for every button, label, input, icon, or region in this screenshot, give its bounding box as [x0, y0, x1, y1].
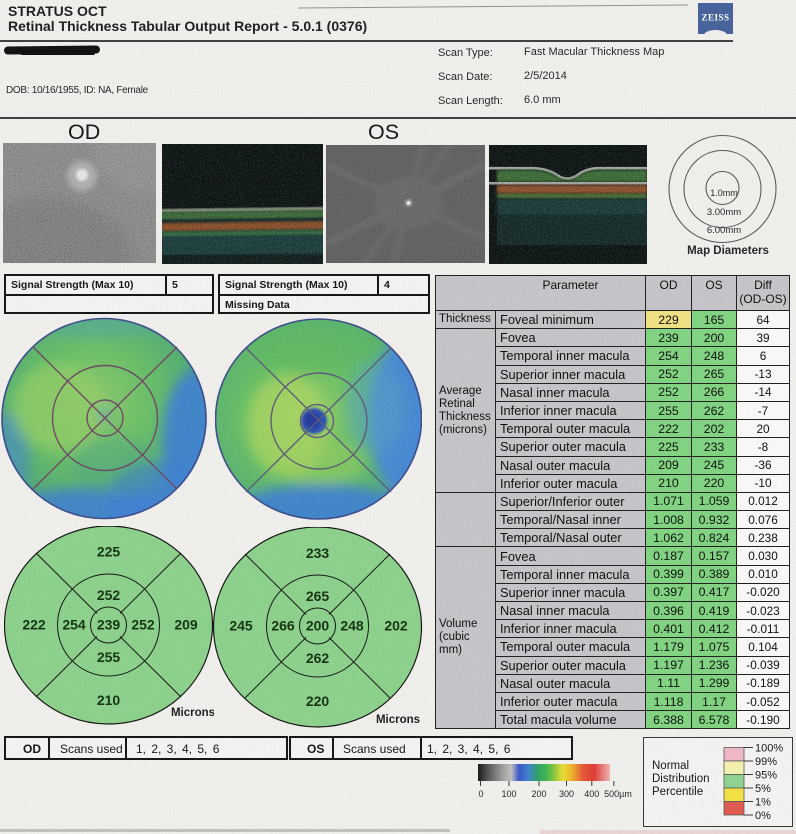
- svg-text:248: 248: [340, 618, 364, 634]
- svg-text:6.00mm: 6.00mm: [707, 225, 741, 236]
- svg-text:400: 400: [584, 789, 599, 799]
- svg-text:5%: 5%: [755, 783, 771, 795]
- svg-text:222: 222: [22, 617, 46, 633]
- svg-text:254: 254: [62, 617, 86, 633]
- svg-text:0: 0: [478, 789, 483, 799]
- svg-text:209: 209: [174, 617, 198, 633]
- svg-text:266: 266: [271, 618, 295, 634]
- svg-text:202: 202: [384, 618, 408, 634]
- svg-text:1%: 1%: [755, 797, 771, 809]
- svg-text:95%: 95%: [755, 770, 777, 782]
- svg-text:100: 100: [501, 789, 516, 799]
- svg-text:255: 255: [97, 649, 121, 665]
- svg-text:220: 220: [306, 693, 330, 709]
- svg-text:0%: 0%: [755, 810, 771, 822]
- svg-text:225: 225: [97, 544, 121, 560]
- svg-text:252: 252: [131, 617, 155, 633]
- svg-text:ZEISS: ZEISS: [701, 13, 729, 23]
- svg-text:100%: 100%: [755, 743, 783, 755]
- svg-text:239: 239: [97, 617, 121, 633]
- svg-text:252: 252: [97, 587, 121, 603]
- svg-text:245: 245: [229, 618, 253, 634]
- svg-text:Map Diameters: Map Diameters: [687, 245, 769, 257]
- svg-text:Microns: Microns: [376, 714, 420, 726]
- svg-text:233: 233: [306, 545, 330, 561]
- svg-text:262: 262: [306, 650, 330, 666]
- svg-text:265: 265: [306, 588, 330, 604]
- svg-text:3.00mm: 3.00mm: [707, 207, 741, 218]
- svg-text:Microns: Microns: [171, 707, 214, 719]
- svg-text:99%: 99%: [755, 756, 777, 768]
- svg-text:200: 200: [531, 789, 546, 799]
- svg-text:200: 200: [306, 618, 330, 634]
- svg-text:210: 210: [97, 692, 121, 708]
- svg-text:300: 300: [559, 789, 574, 799]
- svg-text:1.0mm: 1.0mm: [710, 188, 738, 198]
- svg-text:500µm: 500µm: [604, 789, 632, 799]
